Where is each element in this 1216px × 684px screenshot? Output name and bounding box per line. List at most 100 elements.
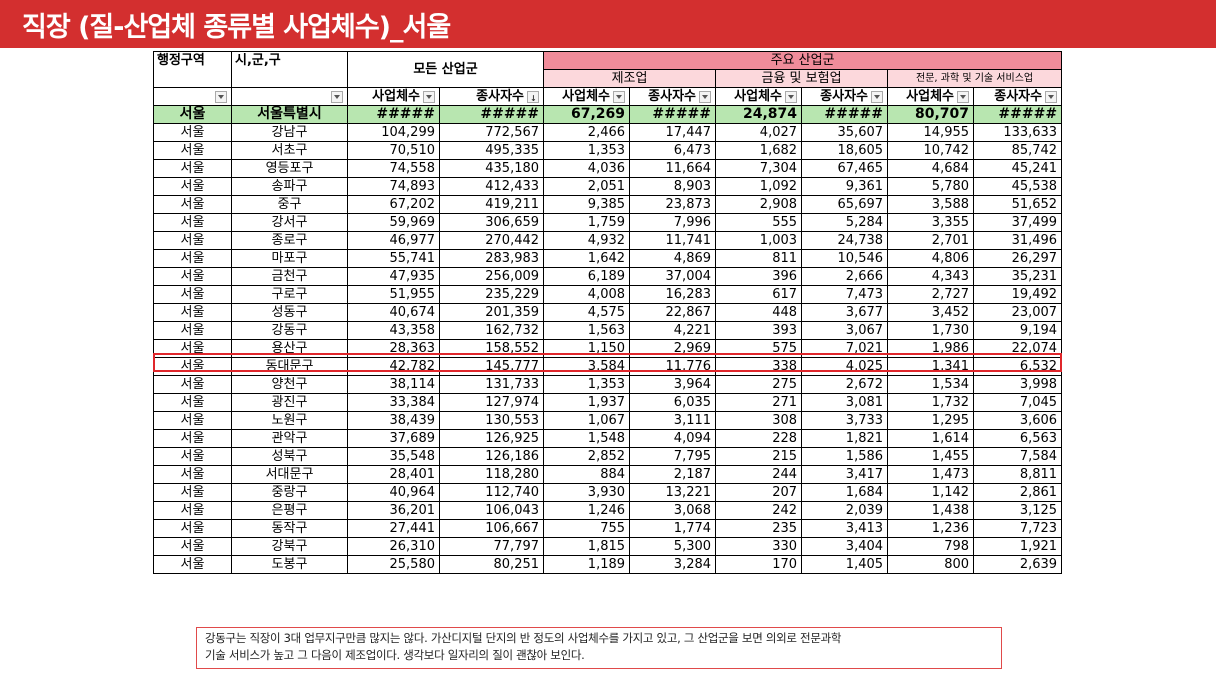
table-cell: 2,701 xyxy=(887,231,975,250)
table-cell: 1,774 xyxy=(629,519,717,538)
table-cell: 755 xyxy=(543,519,631,538)
table-cell: 1,405 xyxy=(801,555,889,574)
table-cell: 55,741 xyxy=(347,249,440,268)
table-cell: 노원구 xyxy=(231,411,348,430)
table-cell: 412,433 xyxy=(438,177,545,196)
table-cell: 3,413 xyxy=(801,519,889,538)
sort-dropdown-icon[interactable] xyxy=(527,90,540,105)
table-cell: 85,742 xyxy=(973,141,1063,160)
table-cell: 38,114 xyxy=(347,375,440,394)
filter-dropdown-icon[interactable] xyxy=(613,90,626,103)
table-cell: 중랑구 xyxy=(231,483,348,502)
table-cell: 1,986 xyxy=(887,339,975,358)
table-cell: 서울 xyxy=(153,555,232,574)
table-cell: 1,236 xyxy=(887,519,975,538)
table-cell: 35,607 xyxy=(801,123,889,142)
table-cell: 131,733 xyxy=(438,375,545,394)
col-header[interactable]: 종사자수 xyxy=(973,87,1063,106)
col-header[interactable]: 사업체수 xyxy=(347,87,440,106)
table-cell: 7,723 xyxy=(973,519,1063,538)
table-cell: 67,465 xyxy=(801,159,889,178)
table-row: 서울 중구 67,202 419,211 9,385 23,873 2,908 65,697 3… xyxy=(153,195,1063,214)
table-cell: 112,740 xyxy=(438,483,545,502)
filter-dropdown-icon[interactable] xyxy=(785,90,798,103)
filter-region[interactable] xyxy=(153,87,232,106)
note-line: 기술 서비스가 높고 그 다음이 제조업이다. 생각보다 일자리의 질이 괜찮아… xyxy=(205,648,585,662)
table-row: 서울 금천구 47,935 256,009 6,189 37,004 396 2,666 4,3… xyxy=(153,267,1063,286)
filter-city[interactable] xyxy=(231,87,348,106)
table-cell: 308 xyxy=(715,411,803,430)
table-cell: 228 xyxy=(715,429,803,448)
table-cell: 2,039 xyxy=(801,501,889,520)
table-cell: 5,284 xyxy=(801,213,889,232)
col-header[interactable]: 사업체수 xyxy=(543,87,631,106)
table-row: 서울 영등포구 74,558 435,180 4,036 11,664 7,304 67,46… xyxy=(153,159,1063,178)
table-cell: 3,606 xyxy=(973,411,1063,430)
table-cell: 3,677 xyxy=(801,303,889,322)
table-cell: 서울 xyxy=(153,123,232,142)
table-cell: 36,201 xyxy=(347,501,440,520)
table-cell: 3,417 xyxy=(801,465,889,484)
table-cell: 271 xyxy=(715,393,803,412)
filter-dropdown-icon[interactable] xyxy=(215,90,227,103)
filter-dropdown-icon[interactable] xyxy=(871,90,884,103)
data-table: 행정구역 시,군,구 모든 산업군 주요 산업군 제조업 금융 및 보험업 전문… xyxy=(153,51,1063,574)
table-cell: 77,797 xyxy=(438,537,545,556)
table-row: 서울 은평구 36,201 106,043 1,246 3,068 242 2,039 1,43… xyxy=(153,501,1063,520)
table-cell: 80,251 xyxy=(438,555,545,574)
table-cell: 3,111 xyxy=(629,411,717,430)
table-cell: 서울 xyxy=(153,447,232,466)
table-cell: 서울 xyxy=(153,501,232,520)
table-cell: 3,355 xyxy=(887,213,975,232)
table-cell: 1,759 xyxy=(543,213,631,232)
table-cell: 관악구 xyxy=(231,429,348,448)
table-cell: 1,684 xyxy=(801,483,889,502)
table-cell: 2,187 xyxy=(629,465,717,484)
col-header[interactable]: 사업체수 xyxy=(887,87,975,106)
col-header[interactable]: 종사자수 xyxy=(801,87,889,106)
table-cell: 59,969 xyxy=(347,213,440,232)
filter-dropdown-icon[interactable] xyxy=(423,90,435,103)
table-cell: 338 xyxy=(715,357,803,376)
table-cell: 양천구 xyxy=(231,375,348,394)
filter-dropdown-icon[interactable] xyxy=(957,90,970,103)
table-cell: 4,094 xyxy=(629,429,717,448)
table-cell: 서울 xyxy=(153,483,232,502)
header-all-industries: 모든 산업군 xyxy=(346,51,545,88)
table-cell: 서초구 xyxy=(231,141,348,160)
table-row: 서울 강남구 104,299 772,567 2,466 17,447 4,027 35,60… xyxy=(153,123,1063,142)
table-cell: 1,937 xyxy=(543,393,631,412)
filter-dropdown-icon[interactable] xyxy=(699,90,712,103)
filter-dropdown-icon[interactable] xyxy=(1045,90,1058,103)
header-city: 시,군,구 xyxy=(231,51,348,88)
table-cell: 10,546 xyxy=(801,249,889,268)
table-cell: 118,280 xyxy=(438,465,545,484)
table-cell: 555 xyxy=(715,213,803,232)
table-cell: 11,776 xyxy=(629,357,717,376)
table-cell: 74,558 xyxy=(347,159,440,178)
table-cell: 70,510 xyxy=(347,141,440,160)
col-header[interactable]: 종사자수 xyxy=(629,87,717,106)
table-cell: 서울 xyxy=(153,375,232,394)
table-cell: 67,202 xyxy=(347,195,440,214)
table-cell: 6,473 xyxy=(629,141,717,160)
table-cell: 성동구 xyxy=(231,303,348,322)
table-cell: 130,553 xyxy=(438,411,545,430)
col-header[interactable]: 종사자수 xyxy=(438,87,545,106)
table-cell: 1,563 xyxy=(543,321,631,340)
table-cell: 798 xyxy=(887,537,975,556)
table-cell: 7,021 xyxy=(801,339,889,358)
filter-dropdown-icon[interactable] xyxy=(331,90,343,103)
table-row: 서울 동작구 27,441 106,667 755 1,774 235 3,413 1,236 7… xyxy=(153,519,1063,538)
table-cell: 419,211 xyxy=(438,195,545,214)
table-row: 서울 도봉구 25,580 80,251 1,189 3,284 170 1,405 800 2,… xyxy=(153,555,1063,574)
table-row: 서울 관악구 37,689 126,925 1,548 4,094 228 1,821 1,61… xyxy=(153,429,1063,448)
table-cell: 207 xyxy=(715,483,803,502)
table-row: 서울 마포구 55,741 283,983 1,642 4,869 811 10,546 4,8… xyxy=(153,249,1063,268)
table-cell: 1,246 xyxy=(543,501,631,520)
table-cell: 37,004 xyxy=(629,267,717,286)
table-cell: 26,297 xyxy=(973,249,1063,268)
table-cell: 28,401 xyxy=(347,465,440,484)
table-row: 서울 노원구 38,439 130,553 1,067 3,111 308 3,733 1,29… xyxy=(153,411,1063,430)
col-header[interactable]: 사업체수 xyxy=(715,87,803,106)
